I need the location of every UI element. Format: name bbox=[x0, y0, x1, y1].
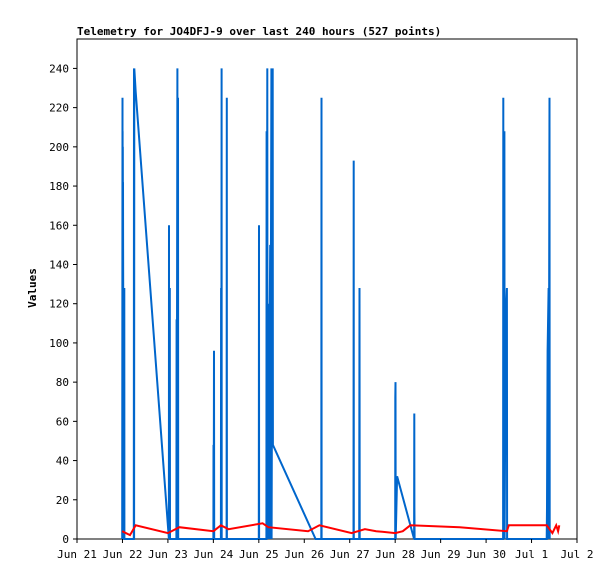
y-tick-label: 100 bbox=[49, 337, 69, 350]
series-line-2 bbox=[121, 522, 561, 537]
y-axis-title: Values bbox=[26, 268, 39, 308]
x-tick-label: Jun 23 bbox=[148, 548, 188, 561]
chart-title: Telemetry for JO4DFJ-9 over last 240 hou… bbox=[77, 25, 441, 38]
series-layer bbox=[121, 68, 561, 540]
x-tick-label: Jun 27 bbox=[330, 548, 370, 561]
x-tick-label: Jun 25 bbox=[239, 548, 279, 561]
x-tick-label: Jun 24 bbox=[193, 548, 233, 561]
y-tick-label: 120 bbox=[49, 298, 69, 311]
y-tick-label: 80 bbox=[56, 376, 69, 389]
y-tick-label: 220 bbox=[49, 102, 69, 115]
y-tick-label: 200 bbox=[49, 141, 69, 154]
x-tick-label: Jun 26 bbox=[284, 548, 324, 561]
y-tick-label: 160 bbox=[49, 219, 69, 232]
axes-layer: 0 20 40 60 80 100 120 140 160 180 200 220 240 Jun 21 J… bbox=[49, 62, 593, 561]
x-tick-label: Jul 2 bbox=[560, 548, 593, 561]
y-tick-label: 0 bbox=[62, 533, 69, 546]
x-tick-label: Jul 1 bbox=[515, 548, 548, 561]
y-tick-label: 60 bbox=[56, 415, 69, 428]
plot-frame bbox=[76, 38, 578, 540]
x-tick-label: Jun 30 bbox=[466, 548, 506, 561]
y-tick-label: 40 bbox=[56, 455, 69, 468]
x-tick-label: Jun 22 bbox=[103, 548, 143, 561]
x-tick-label: Jun 28 bbox=[375, 548, 415, 561]
y-tick-label: 180 bbox=[49, 180, 69, 193]
x-tick-label: Jun 29 bbox=[421, 548, 461, 561]
x-tick-label: Jun 21 bbox=[57, 548, 97, 561]
y-tick-label: 240 bbox=[49, 62, 69, 75]
plot-area bbox=[76, 38, 578, 540]
y-tick-label: 140 bbox=[49, 258, 69, 271]
y-tick-label: 20 bbox=[56, 494, 69, 507]
series-line-1 bbox=[121, 68, 551, 540]
